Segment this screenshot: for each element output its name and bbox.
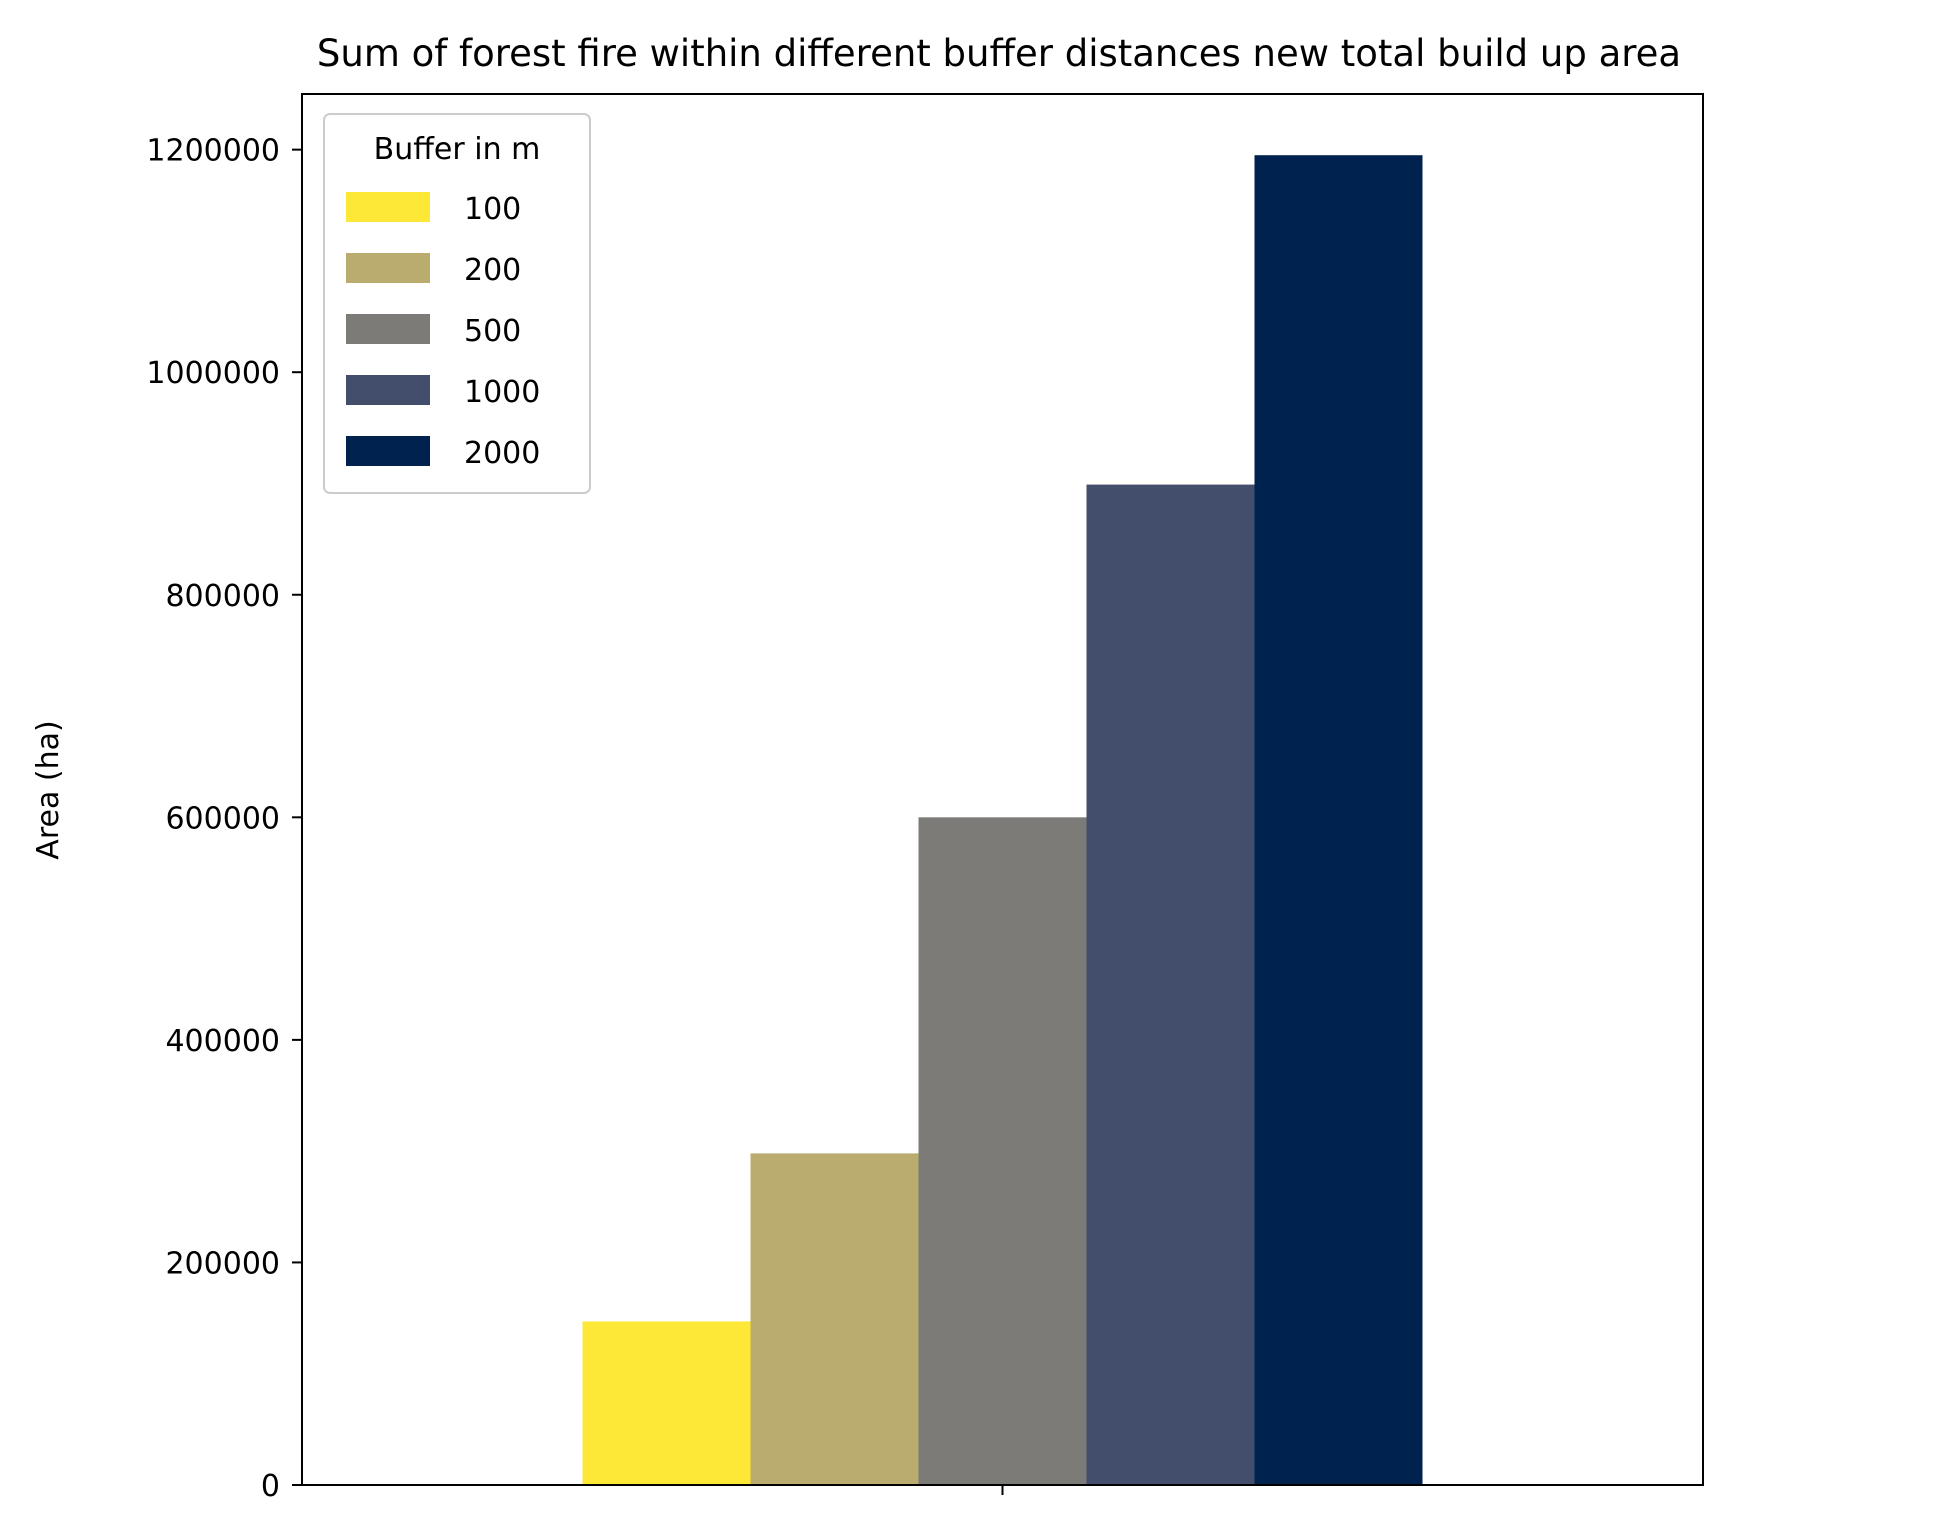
y-axis-label: Area (ha): [31, 720, 66, 859]
y-tick-label: 600000: [165, 801, 280, 836]
bar-100: [582, 1321, 751, 1485]
y-tick-label: 1200000: [146, 134, 280, 169]
bar-1000: [1086, 484, 1255, 1486]
legend-label-2000: 2000: [464, 436, 540, 471]
y-tick-label: 400000: [165, 1024, 280, 1059]
y-tick-label: 200000: [165, 1246, 280, 1281]
legend: Buffer in m 100 200 500 1000 2000: [323, 113, 591, 494]
legend-label-500: 500: [464, 314, 521, 349]
legend-swatch-1000: [346, 375, 430, 405]
bar-200: [750, 1153, 919, 1485]
bar-2000: [1254, 155, 1423, 1486]
legend-swatch-200: [346, 253, 430, 283]
y-tick-label: 1000000: [146, 356, 280, 391]
y-tick-label: 0: [261, 1469, 280, 1504]
legend-label-100: 100: [464, 192, 521, 227]
chart-title: Sum of forest fire within different buff…: [317, 32, 1681, 75]
legend-label-1000: 1000: [464, 375, 540, 410]
legend-label-200: 200: [464, 253, 521, 288]
legend-swatch-2000: [346, 436, 430, 466]
y-tick-label: 800000: [165, 579, 280, 614]
legend-swatch-500: [346, 314, 430, 344]
bars: [582, 155, 1423, 1486]
y-axis: 0 200000 400000 600000 800000 1000000 1200000: [146, 134, 302, 1504]
legend-title: Buffer in m: [374, 132, 541, 167]
bar-500: [918, 817, 1087, 1485]
legend-swatch-100: [346, 192, 430, 222]
